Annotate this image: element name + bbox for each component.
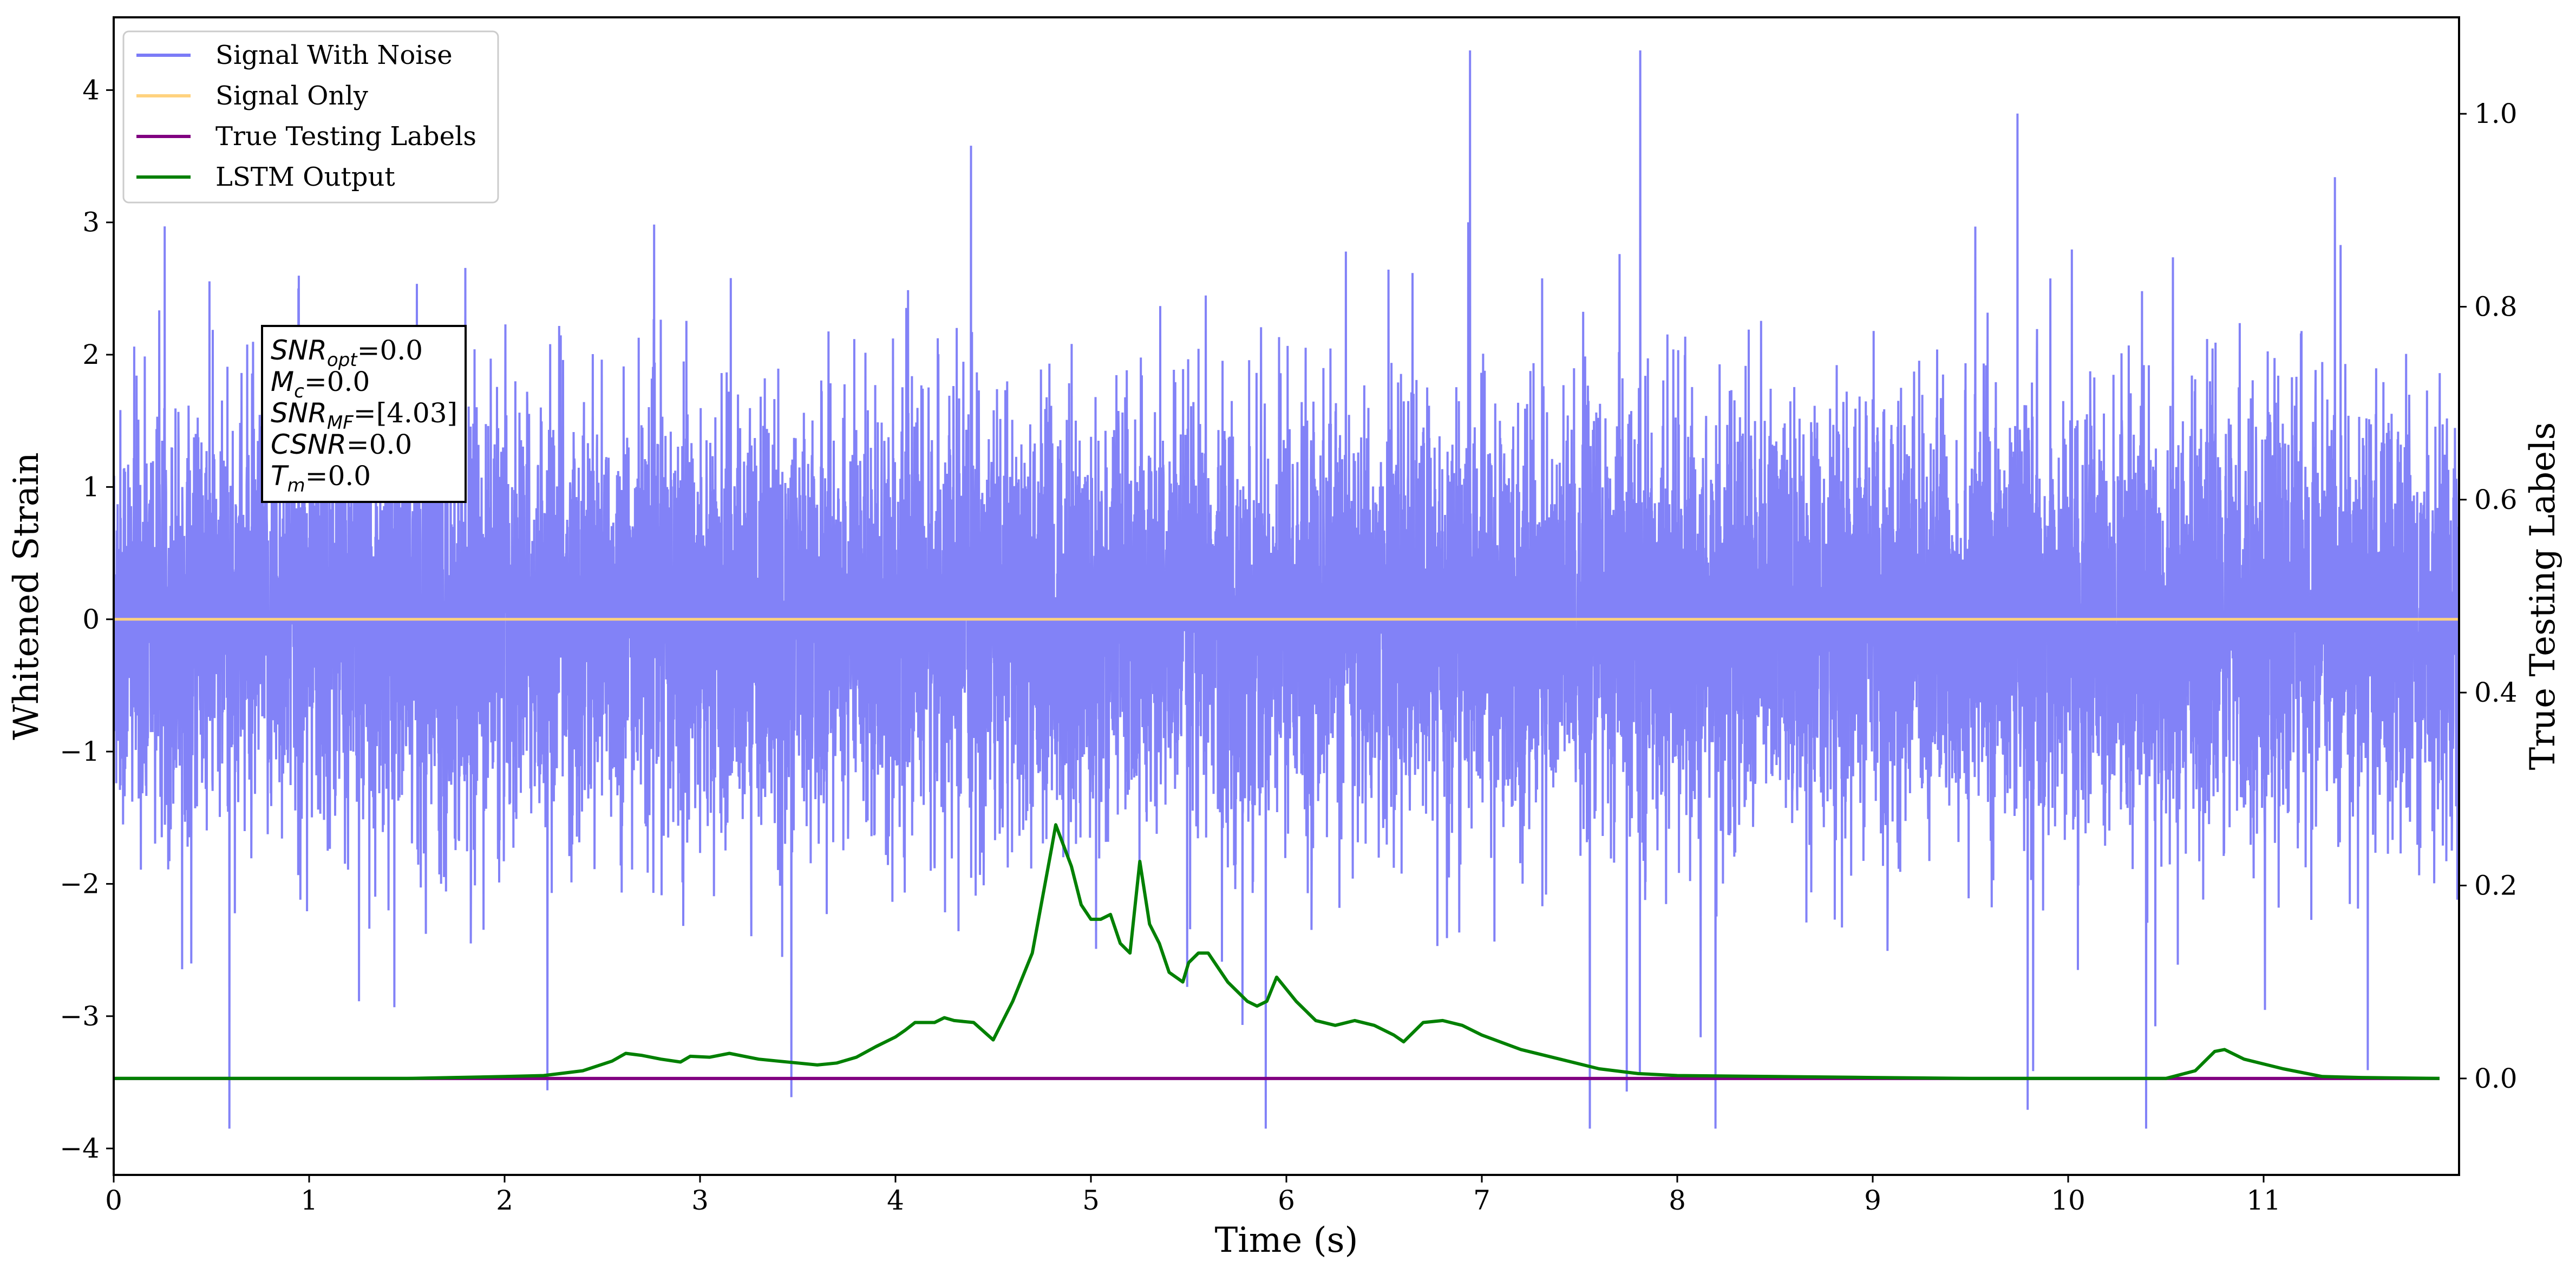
legend-box [122, 30, 499, 204]
y-tick-label: −4 [60, 1133, 100, 1164]
annotation-box: SNRopt=0.0Mc=0.0SNRMF=[4.03]CSNR=0.0Tm=0… [261, 325, 467, 503]
y-axis-left: −4 −3 −2 −1 0 1 2 3 4 [60, 74, 114, 1164]
y2-tick-label: 0.6 [2474, 484, 2518, 515]
y-tick-label: 1 [82, 471, 100, 502]
legend: Signal With Noise Signal Only True Testing… [122, 30, 499, 204]
y2-tick-label: 1.0 [2474, 98, 2518, 129]
annotation-line: SNRMF=[4.03] [271, 397, 457, 434]
x-tick-label: 9 [1864, 1185, 1881, 1216]
lstm-output-line [114, 823, 2440, 1080]
x-axis: 0 1 2 3 4 5 6 7 8 9 10 11 [105, 1175, 2281, 1216]
annotation-line: CSNR=0.0 [271, 429, 412, 460]
signal-with-noise-line [114, 50, 2459, 1129]
y2-tick-label: 0.8 [2474, 291, 2518, 323]
annotation-line: Mc=0.0 [271, 366, 370, 402]
legend-entry-label: True Testing Labels [215, 121, 476, 152]
y2-tick-label: 0.0 [2474, 1063, 2518, 1094]
y-tick-label: −1 [60, 736, 100, 767]
y-tick-label: 3 [82, 207, 100, 238]
y2-axis-label: True Testing Labels [2523, 422, 2563, 770]
x-tick-label: 11 [2246, 1185, 2281, 1216]
signal-with-noise-series [114, 50, 2459, 1129]
x-tick-label: 2 [496, 1185, 513, 1216]
y2-tick-label: 0.4 [2474, 677, 2518, 708]
y-tick-label: −3 [60, 1001, 100, 1032]
x-tick-label: 10 [2051, 1185, 2085, 1216]
y2-tick-label: 0.2 [2474, 870, 2518, 901]
y-tick-label: 0 [82, 604, 100, 635]
annotation-line: Tm=0.0 [271, 460, 371, 496]
x-axis-label: Time (s) [1215, 1220, 1358, 1260]
legend-entry-label: Signal With Noise [215, 40, 453, 70]
x-tick-label: 8 [1669, 1185, 1686, 1216]
x-tick-label: 7 [1473, 1185, 1490, 1216]
y-tick-label: −2 [60, 868, 100, 899]
x-tick-label: 3 [691, 1185, 709, 1216]
y-axis-label: Whitened Strain [6, 452, 47, 740]
legend-entry-label: Signal Only [215, 81, 368, 111]
lstm-output-series [114, 823, 2440, 1080]
legend-entry-label: LSTM Output [215, 162, 395, 192]
x-tick-label: 5 [1082, 1185, 1100, 1216]
y-tick-label: 4 [82, 74, 100, 106]
annotation-line: SNRopt=0.0 [271, 335, 423, 371]
x-tick-label: 4 [887, 1185, 904, 1216]
x-tick-label: 6 [1278, 1185, 1295, 1216]
y-tick-label: 2 [82, 339, 100, 370]
x-tick-label: 1 [300, 1185, 318, 1216]
x-tick-label: 0 [105, 1185, 122, 1216]
y-axis-right: 0.0 0.2 0.4 0.6 0.8 1.0 [2459, 98, 2518, 1094]
annotation-frame [261, 325, 467, 503]
